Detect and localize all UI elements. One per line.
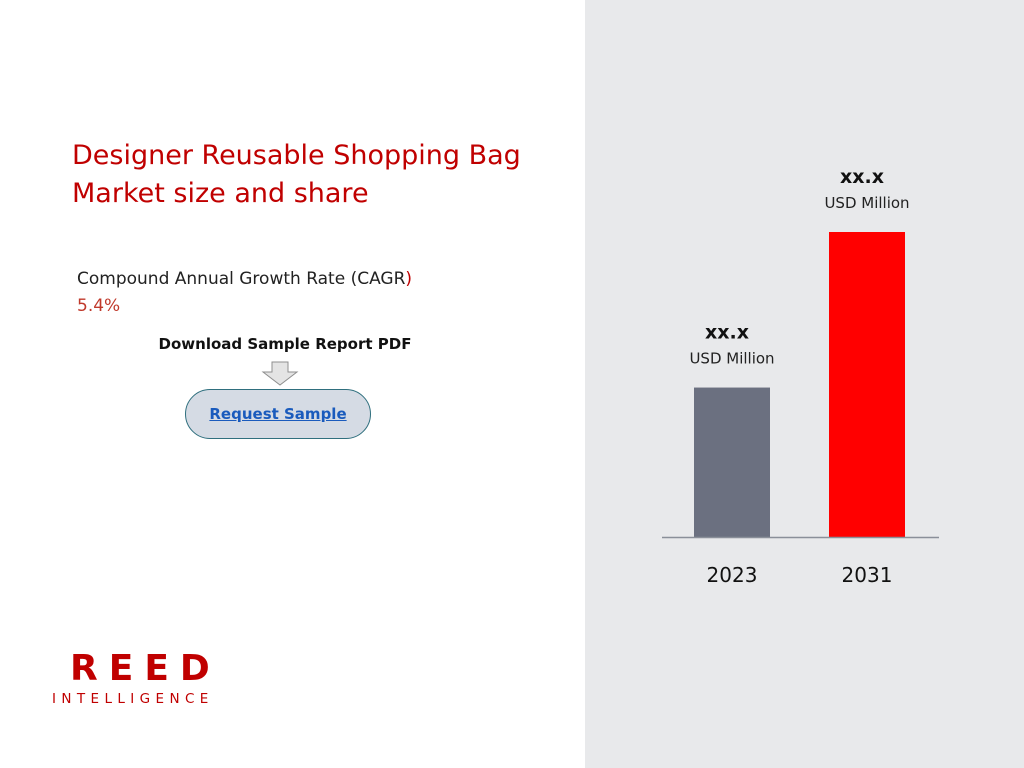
unit-label-2023: USD Million <box>689 350 774 368</box>
logo-reed-text: REED <box>70 648 221 689</box>
page-title: Designer Reusable Shopping Bag Market si… <box>72 137 572 213</box>
value-label-2031: xx.x <box>840 166 884 188</box>
logo-intelligence-text: INTELLIGENCE <box>52 691 214 707</box>
bar-2023 <box>694 387 770 537</box>
request-sample-link[interactable]: Request Sample <box>209 405 347 423</box>
cagr-value: 5.4% <box>77 296 121 316</box>
right-panel <box>585 0 1024 768</box>
page-title-line2: Market size and share <box>72 178 369 209</box>
bar-2031 <box>829 232 905 537</box>
down-arrow-icon <box>261 361 299 386</box>
cagr-label-text: Compound Annual Growth Rate (CAGR <box>77 269 406 289</box>
page-title-line1: Designer Reusable Shopping Bag <box>72 140 521 171</box>
market-size-chart: xx.x USD Million 2023 xx.x USD Million 2031 <box>662 166 939 587</box>
cagr-label-close: ) <box>405 269 413 289</box>
value-label-2023: xx.x <box>705 322 749 344</box>
category-label-2023: 2023 <box>707 563 758 587</box>
category-label-2031: 2031 <box>842 563 893 587</box>
request-sample-button[interactable]: Request Sample <box>185 389 371 439</box>
reed-intelligence-logo: REED INTELLIGENCE <box>52 650 221 708</box>
unit-label-2031: USD Million <box>824 194 909 212</box>
download-sample-label: Download Sample Report PDF <box>158 335 412 353</box>
cagr-label: Compound Annual Growth Rate (CAGR) <box>77 269 412 289</box>
